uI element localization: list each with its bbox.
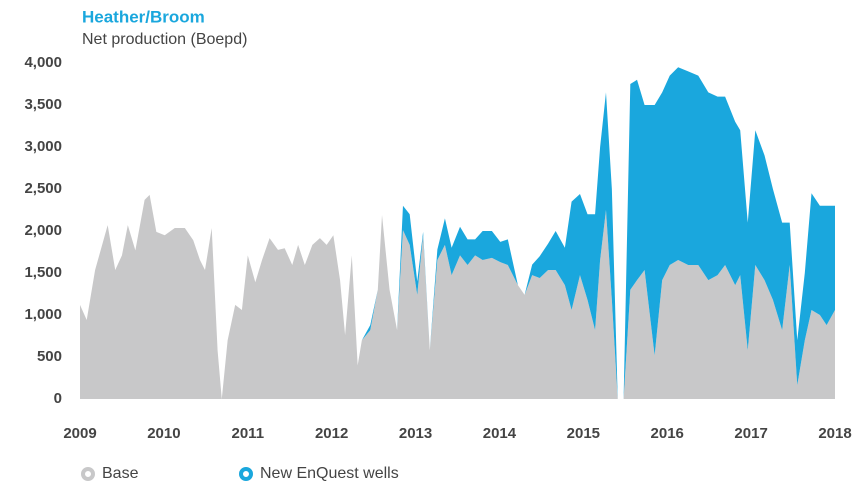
legend-label: Base [102,465,139,482]
x-tick-label: 2016 [651,425,684,442]
legend-marker [81,467,95,481]
legend-label: New EnQuest wells [260,465,399,482]
legend-marker [239,467,253,481]
x-tick-label: 2015 [567,425,600,442]
y-tick-label: 2,000 [24,222,62,239]
area [80,194,835,399]
x-tick-label: 2010 [147,425,180,442]
x-tick-label: 2009 [63,425,96,442]
y-tick-label: 4,000 [24,54,62,71]
x-tick-label: 2013 [399,425,432,442]
y-tick-label: 500 [37,348,62,365]
y-tick-label: 1,000 [24,306,62,323]
x-tick-label: 2014 [483,425,517,442]
y-tick-label: 3,000 [24,138,62,155]
y-tick-label: 2,500 [24,180,62,197]
y-tick-label: 3,500 [24,96,62,113]
chart-subtitle: Net production (Boepd) [82,31,247,48]
x-tick-label: 2011 [232,425,265,442]
x-tick-label: 2017 [734,425,767,442]
y-tick-label: 1,500 [24,264,62,281]
y-tick-label: 0 [54,390,62,407]
x-tick-label: 2018 [818,425,851,442]
chart-title: Heather/Broom [82,7,205,26]
area [80,67,835,399]
x-tick-label: 2012 [315,425,348,442]
